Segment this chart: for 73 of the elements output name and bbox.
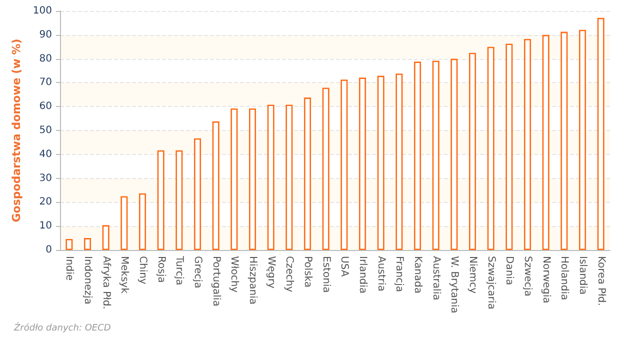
bar bbox=[322, 88, 330, 250]
x-tick-label: Niemcy bbox=[467, 256, 478, 294]
bar bbox=[597, 18, 604, 250]
x-tick-label: Czechy bbox=[284, 256, 295, 292]
y-tick-label: 90 bbox=[39, 29, 52, 40]
x-tick-label: Węgry bbox=[265, 256, 276, 288]
bar bbox=[414, 62, 421, 250]
y-tick-label: 50 bbox=[39, 125, 52, 136]
bar bbox=[524, 38, 531, 250]
x-tick-label: Kanada bbox=[412, 256, 423, 294]
bar bbox=[542, 34, 550, 250]
bar bbox=[432, 60, 440, 250]
x-tick-label: Dania bbox=[504, 256, 515, 286]
y-tick-label: 100 bbox=[32, 6, 52, 16]
text: Źródło danych: OECD bbox=[13, 322, 111, 334]
bar bbox=[469, 52, 476, 250]
x-tick-label: Austria bbox=[375, 256, 386, 292]
x-tick-label: Grecja bbox=[192, 256, 203, 288]
bar bbox=[340, 80, 348, 250]
x-tick-label: Polska bbox=[302, 256, 313, 288]
x-tick-label: Korea Płd. bbox=[595, 256, 606, 306]
bar bbox=[579, 30, 586, 250]
x-tick-label: Islandia bbox=[577, 256, 588, 295]
bar bbox=[176, 150, 183, 250]
bar bbox=[66, 239, 73, 250]
x-tick-label: Irlandia bbox=[357, 256, 368, 294]
x-tick-label: Szwecja bbox=[522, 256, 533, 296]
bar bbox=[506, 44, 513, 250]
y-tick-label: 30 bbox=[39, 172, 52, 184]
y-tick-label: 80 bbox=[39, 53, 52, 64]
y-axis-title: Gospodarstwa domowe (w %) bbox=[10, 38, 24, 222]
x-tick-label: Hiszpania bbox=[247, 256, 258, 304]
x-tick-label: Chiny bbox=[137, 256, 148, 284]
x-tick-label: Turcja bbox=[174, 255, 185, 286]
bar bbox=[267, 104, 274, 250]
x-tick-label: Włochy bbox=[228, 256, 240, 293]
x-tick-label: Norwegia bbox=[540, 256, 552, 304]
x-tick-label: Australia bbox=[430, 256, 442, 300]
x-tick-label: Portugalia bbox=[210, 256, 222, 306]
bar bbox=[102, 225, 110, 250]
x-tick-label: Indonezja bbox=[82, 256, 93, 304]
bar bbox=[286, 104, 293, 250]
bar bbox=[139, 193, 146, 250]
x-tick-label: W. Brytania bbox=[448, 256, 460, 314]
bar bbox=[359, 78, 366, 250]
x-tick-label: USA bbox=[338, 256, 350, 277]
x-tick-label: Szwajcaria bbox=[485, 256, 496, 310]
bar bbox=[157, 150, 164, 250]
bar bbox=[396, 74, 403, 250]
y-tick-label: 70 bbox=[39, 77, 52, 88]
bar bbox=[84, 238, 91, 250]
y-tick-label: 20 bbox=[39, 196, 52, 208]
bar bbox=[377, 76, 384, 250]
y-tick-label: 10 bbox=[39, 220, 52, 232]
bar bbox=[450, 58, 458, 250]
x-tick-label: Meksyk bbox=[118, 256, 130, 294]
bar bbox=[560, 32, 568, 250]
bar bbox=[304, 98, 311, 250]
x-tick-label: Indie bbox=[64, 256, 75, 281]
x-tick-label: Estonia bbox=[320, 256, 332, 293]
bar bbox=[212, 121, 220, 250]
bar bbox=[194, 138, 201, 250]
bar bbox=[230, 108, 238, 250]
y-tick-label: 60 bbox=[39, 101, 52, 112]
bar bbox=[120, 196, 128, 250]
y-tick-label: 40 bbox=[39, 148, 52, 160]
x-tick-label: Francja bbox=[394, 256, 405, 292]
x-tick-label: Afryka Płd. bbox=[100, 256, 112, 310]
x-tick-label: Holandia bbox=[558, 256, 570, 300]
y-tick-label: 0 bbox=[46, 244, 52, 256]
bar bbox=[487, 46, 494, 250]
bar bbox=[249, 108, 256, 250]
x-tick-label: Rosja bbox=[155, 256, 166, 283]
